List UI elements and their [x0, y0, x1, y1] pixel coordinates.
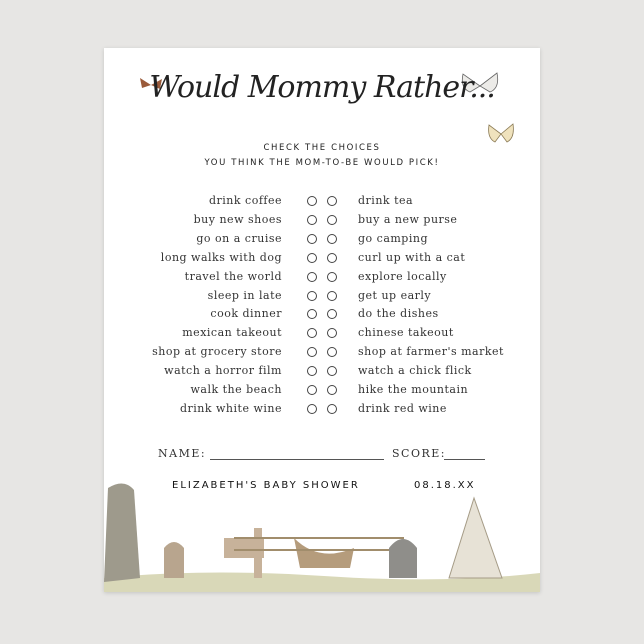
- right-checkbox[interactable]: [327, 328, 337, 339]
- left-checkbox[interactable]: [307, 403, 317, 414]
- score-label: SCORE:: [392, 447, 446, 460]
- choice-row: go on a cruise go camping: [104, 232, 540, 250]
- moth-icon: [140, 78, 162, 89]
- left-checkbox[interactable]: [307, 290, 317, 301]
- left-choice: long walks with dog: [160, 250, 282, 264]
- right-choice: explore locally: [358, 269, 447, 283]
- left-choice: drink white wine: [179, 401, 282, 415]
- right-choice: drink tea: [358, 194, 414, 207]
- left-checkbox[interactable]: [307, 366, 317, 377]
- choice-row: drink white wine drink red wine: [104, 402, 540, 420]
- white-butterfly-icon: [461, 72, 499, 93]
- left-checkbox[interactable]: [307, 385, 317, 395]
- left-checkbox[interactable]: [307, 252, 317, 263]
- choice-row: cook dinner do the dishes: [104, 307, 540, 325]
- left-choice: walk the beach: [190, 383, 282, 396]
- right-checkbox[interactable]: [327, 196, 337, 206]
- choice-row: watch a horror film watch a chick flick: [104, 364, 540, 382]
- left-choice: cook dinner: [210, 307, 282, 321]
- right-checkbox[interactable]: [327, 233, 337, 244]
- choice-row: walk the beach hike the mountain: [104, 383, 540, 401]
- right-choice: get up early: [358, 288, 432, 302]
- left-choice: buy new shoes: [193, 212, 282, 226]
- right-checkbox[interactable]: [327, 403, 337, 414]
- right-choice: go camping: [358, 231, 428, 245]
- event-name: ELIZABETH'S BABY SHOWER: [172, 480, 360, 491]
- right-checkbox[interactable]: [327, 366, 337, 377]
- left-choice: watch a horror film: [164, 364, 282, 378]
- game-card: Would Mommy Rather... CHECK THE CHOICES …: [104, 48, 540, 592]
- title: Would Mommy Rather...: [149, 70, 496, 105]
- choice-row: shop at grocery store shop at farmer's m…: [104, 345, 540, 363]
- left-choice: sleep in late: [207, 288, 282, 302]
- right-choice: shop at farmer's market: [358, 345, 504, 359]
- left-checkbox[interactable]: [307, 271, 317, 282]
- right-choice: drink red wine: [358, 401, 447, 415]
- left-choice: shop at grocery store: [152, 345, 282, 359]
- right-checkbox[interactable]: [327, 309, 337, 320]
- left-choice: drink coffee: [208, 194, 282, 207]
- left-checkbox[interactable]: [307, 196, 317, 206]
- left-choice: travel the world: [184, 269, 282, 283]
- right-choice: chinese takeout: [358, 326, 454, 340]
- right-checkbox[interactable]: [327, 214, 337, 225]
- name-label: NAME:: [158, 447, 207, 460]
- choice-row: long walks with dog curl up with a cat: [104, 251, 540, 269]
- right-choice: do the dishes: [358, 307, 439, 321]
- right-choice: hike the mountain: [358, 383, 469, 396]
- choice-row: drink coffee drink tea: [104, 194, 540, 212]
- woodland-illustration: [104, 483, 540, 592]
- choice-row: sleep in late get up early: [104, 289, 540, 307]
- right-checkbox[interactable]: [327, 271, 337, 282]
- left-checkbox[interactable]: [307, 309, 317, 320]
- instruction-line-2: YOU THINK THE MOM-TO-BE WOULD PICK!: [204, 158, 440, 168]
- left-choice: mexican takeout: [182, 326, 282, 340]
- choice-row: travel the world explore locally: [104, 270, 540, 288]
- right-checkbox[interactable]: [327, 347, 337, 358]
- left-checkbox[interactable]: [307, 328, 317, 339]
- right-checkbox[interactable]: [327, 252, 337, 263]
- left-checkbox[interactable]: [307, 214, 317, 225]
- right-checkbox[interactable]: [327, 385, 337, 395]
- right-choice: watch a chick flick: [358, 364, 472, 378]
- left-checkbox[interactable]: [307, 347, 317, 358]
- choice-row: buy new shoes buy a new purse: [104, 213, 540, 231]
- score-field[interactable]: [444, 459, 485, 460]
- yellow-butterfly-icon: [488, 123, 514, 143]
- event-date: 08.18.XX: [414, 480, 476, 491]
- name-field[interactable]: [210, 459, 384, 460]
- left-choice: go on a cruise: [196, 231, 282, 245]
- choice-row: mexican takeout chinese takeout: [104, 326, 540, 344]
- right-checkbox[interactable]: [327, 290, 337, 301]
- left-checkbox[interactable]: [307, 233, 317, 244]
- right-choice: curl up with a cat: [358, 250, 466, 264]
- instruction-line-1: CHECK THE CHOICES: [263, 143, 381, 153]
- right-choice: buy a new purse: [358, 212, 458, 226]
